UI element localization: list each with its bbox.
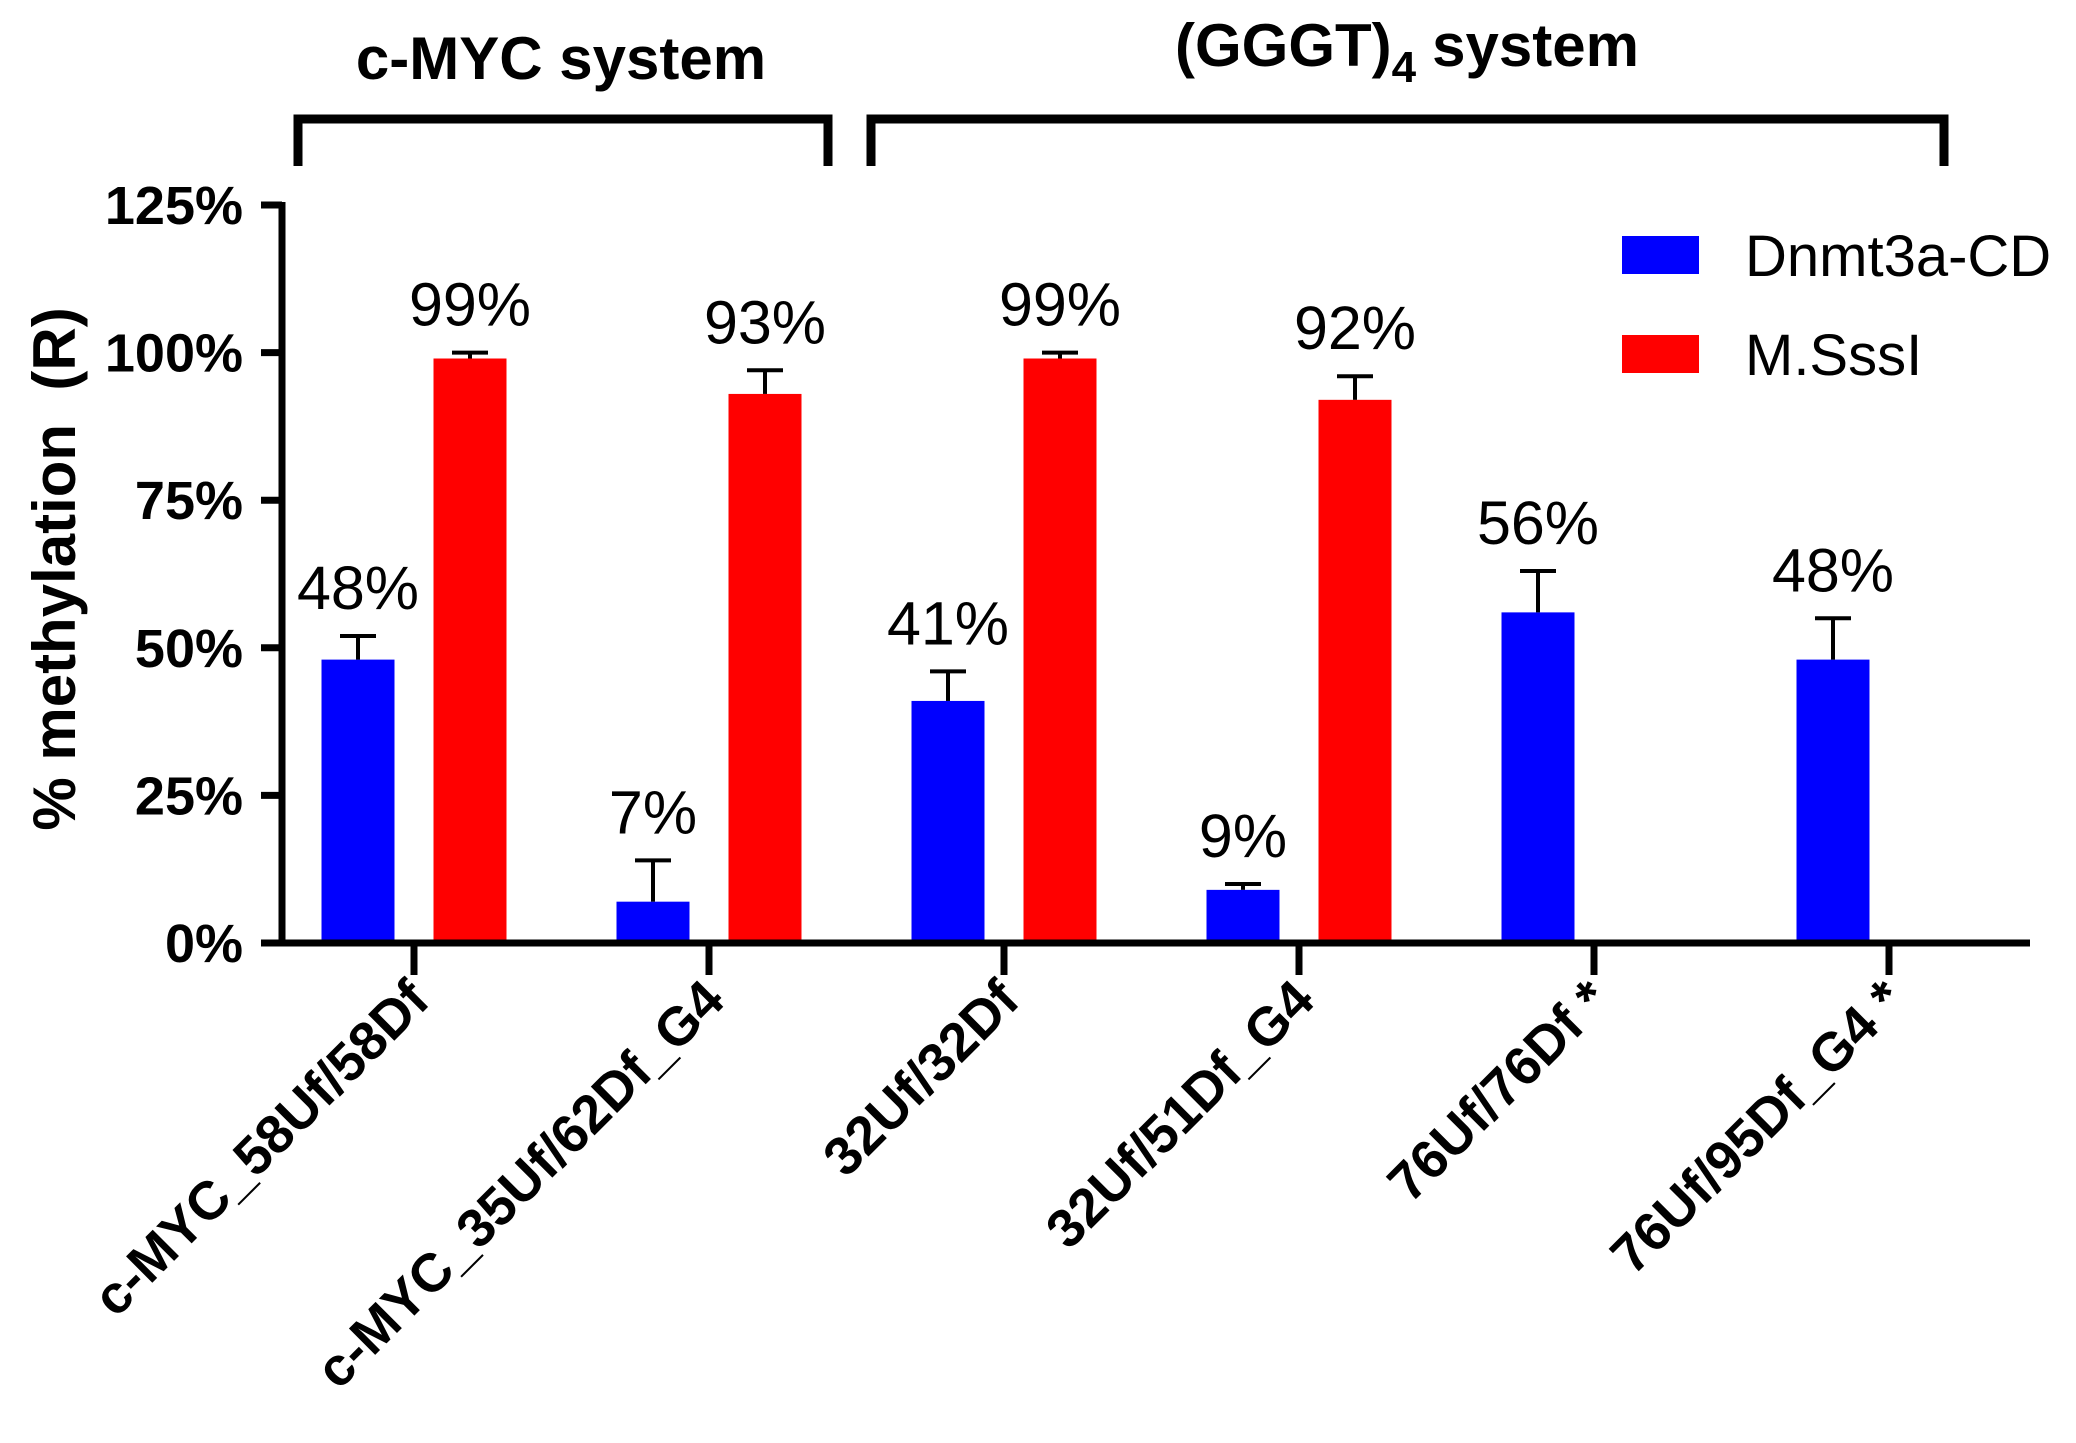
legend-item-dnmt3a-cd: Dnmt3a-CD xyxy=(1622,224,2051,289)
data-label-m-sssi-0: 99% xyxy=(409,271,531,339)
x-tick-label-4: 76Uf/76Df * xyxy=(1376,969,1620,1213)
legend-swatch-m-sssi xyxy=(1622,335,1699,373)
group-title-gggt: (GGGT)4 system xyxy=(1175,12,1639,92)
x-tick-label-5: 76Uf/95Df_G4 * xyxy=(1599,969,1915,1285)
data-label-m-sssi-1: 93% xyxy=(704,288,826,356)
bar-dnmt3a-cd-1 xyxy=(616,901,690,943)
bar-dnmt3a-cd-5 xyxy=(1796,659,1870,943)
bar-dnmt3a-cd-3 xyxy=(1206,889,1280,943)
data-label-dnmt3a-cd-2: 41% xyxy=(887,589,1009,657)
y-tick-label-3: 75% xyxy=(135,471,243,531)
y-tick-label-4: 100% xyxy=(105,324,243,384)
y-tick-label-1: 25% xyxy=(135,766,243,826)
bar-dnmt3a-cd-4 xyxy=(1501,612,1575,943)
y-tick-label-5: 125% xyxy=(105,176,243,236)
data-label-dnmt3a-cd-3: 9% xyxy=(1199,802,1287,870)
data-label-m-sssi-3: 92% xyxy=(1294,294,1416,362)
y-axis-title: % methylation (R) xyxy=(21,307,88,830)
group-bracket-gggt xyxy=(866,114,1949,166)
x-tick-label-2: 32Uf/32Df xyxy=(812,968,1031,1187)
data-label-dnmt3a-cd-0: 48% xyxy=(297,554,419,622)
bar-marks: 48% 7% 41% 9% 56% 48% 99% 93% 99% 92% xyxy=(297,271,1894,944)
axes xyxy=(278,202,2030,947)
bar-dnmt3a-cd-0 xyxy=(321,659,395,943)
y-tick-label-2: 50% xyxy=(135,619,243,679)
bar-m-sssi-2 xyxy=(1023,358,1097,943)
data-label-dnmt3a-cd-4: 56% xyxy=(1477,489,1599,557)
data-label-dnmt3a-cd-5: 48% xyxy=(1772,536,1894,604)
x-tick-label-3: 32Uf/51Df_G4 xyxy=(1035,969,1326,1260)
y-tick-label-0: 0% xyxy=(165,914,243,974)
legend: Dnmt3a-CD M.SssI xyxy=(1622,224,2051,388)
bar-m-sssi-0 xyxy=(433,358,507,943)
group-title-gggt-suffix: system xyxy=(1432,12,1639,79)
group-brackets: c-MYC system (GGGT)4 system xyxy=(293,12,1949,166)
data-label-m-sssi-2: 99% xyxy=(999,271,1121,339)
group-bracket-c-myc xyxy=(293,114,833,166)
bar-dnmt3a-cd-2 xyxy=(911,700,985,943)
legend-label-m-sssi: M.SssI xyxy=(1745,323,1922,388)
legend-item-m-sssi: M.SssI xyxy=(1622,323,1922,388)
legend-swatch-dnmt3a-cd xyxy=(1622,236,1699,274)
data-label-dnmt3a-cd-1: 7% xyxy=(609,778,697,846)
bar-m-sssi-3 xyxy=(1318,399,1392,943)
legend-label-dnmt3a-cd: Dnmt3a-CD xyxy=(1745,224,2051,289)
group-title-gggt-subscript: 4 xyxy=(1392,43,1417,92)
bar-m-sssi-1 xyxy=(728,393,802,944)
group-title-gggt-main: (GGGT) xyxy=(1175,12,1392,79)
group-title-c-myc: c-MYC system xyxy=(356,25,766,92)
y-ticks: 0% 25% 50% 75% 100% 125% xyxy=(105,176,282,974)
